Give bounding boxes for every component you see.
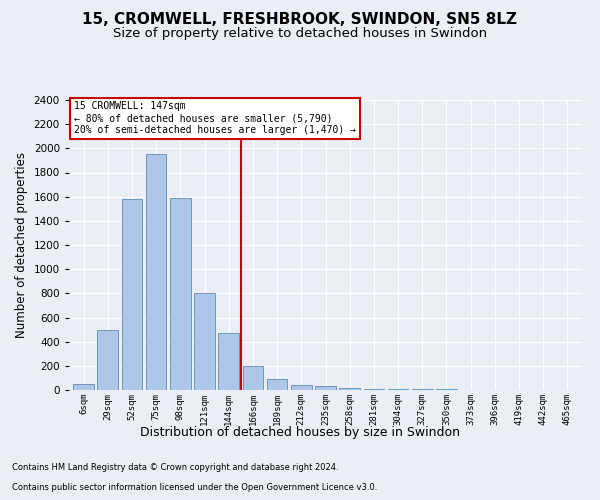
Bar <box>97 330 118 390</box>
Bar <box>73 384 94 390</box>
Bar <box>340 388 360 390</box>
Bar <box>122 199 142 390</box>
Bar <box>146 154 166 390</box>
Text: Contains HM Land Registry data © Crown copyright and database right 2024.: Contains HM Land Registry data © Crown c… <box>12 464 338 472</box>
Bar <box>218 333 239 390</box>
Text: 15, CROMWELL, FRESHBROOK, SWINDON, SN5 8LZ: 15, CROMWELL, FRESHBROOK, SWINDON, SN5 8… <box>83 12 517 28</box>
Bar <box>194 294 215 390</box>
Y-axis label: Number of detached properties: Number of detached properties <box>15 152 28 338</box>
Text: Distribution of detached houses by size in Swindon: Distribution of detached houses by size … <box>140 426 460 439</box>
Bar <box>291 385 311 390</box>
Bar <box>242 366 263 390</box>
Bar <box>267 379 287 390</box>
Bar <box>170 198 191 390</box>
Text: Size of property relative to detached houses in Swindon: Size of property relative to detached ho… <box>113 28 487 40</box>
Bar <box>315 386 336 390</box>
Text: Contains public sector information licensed under the Open Government Licence v3: Contains public sector information licen… <box>12 484 377 492</box>
Text: 15 CROMWELL: 147sqm
← 80% of detached houses are smaller (5,790)
20% of semi-det: 15 CROMWELL: 147sqm ← 80% of detached ho… <box>74 102 356 134</box>
